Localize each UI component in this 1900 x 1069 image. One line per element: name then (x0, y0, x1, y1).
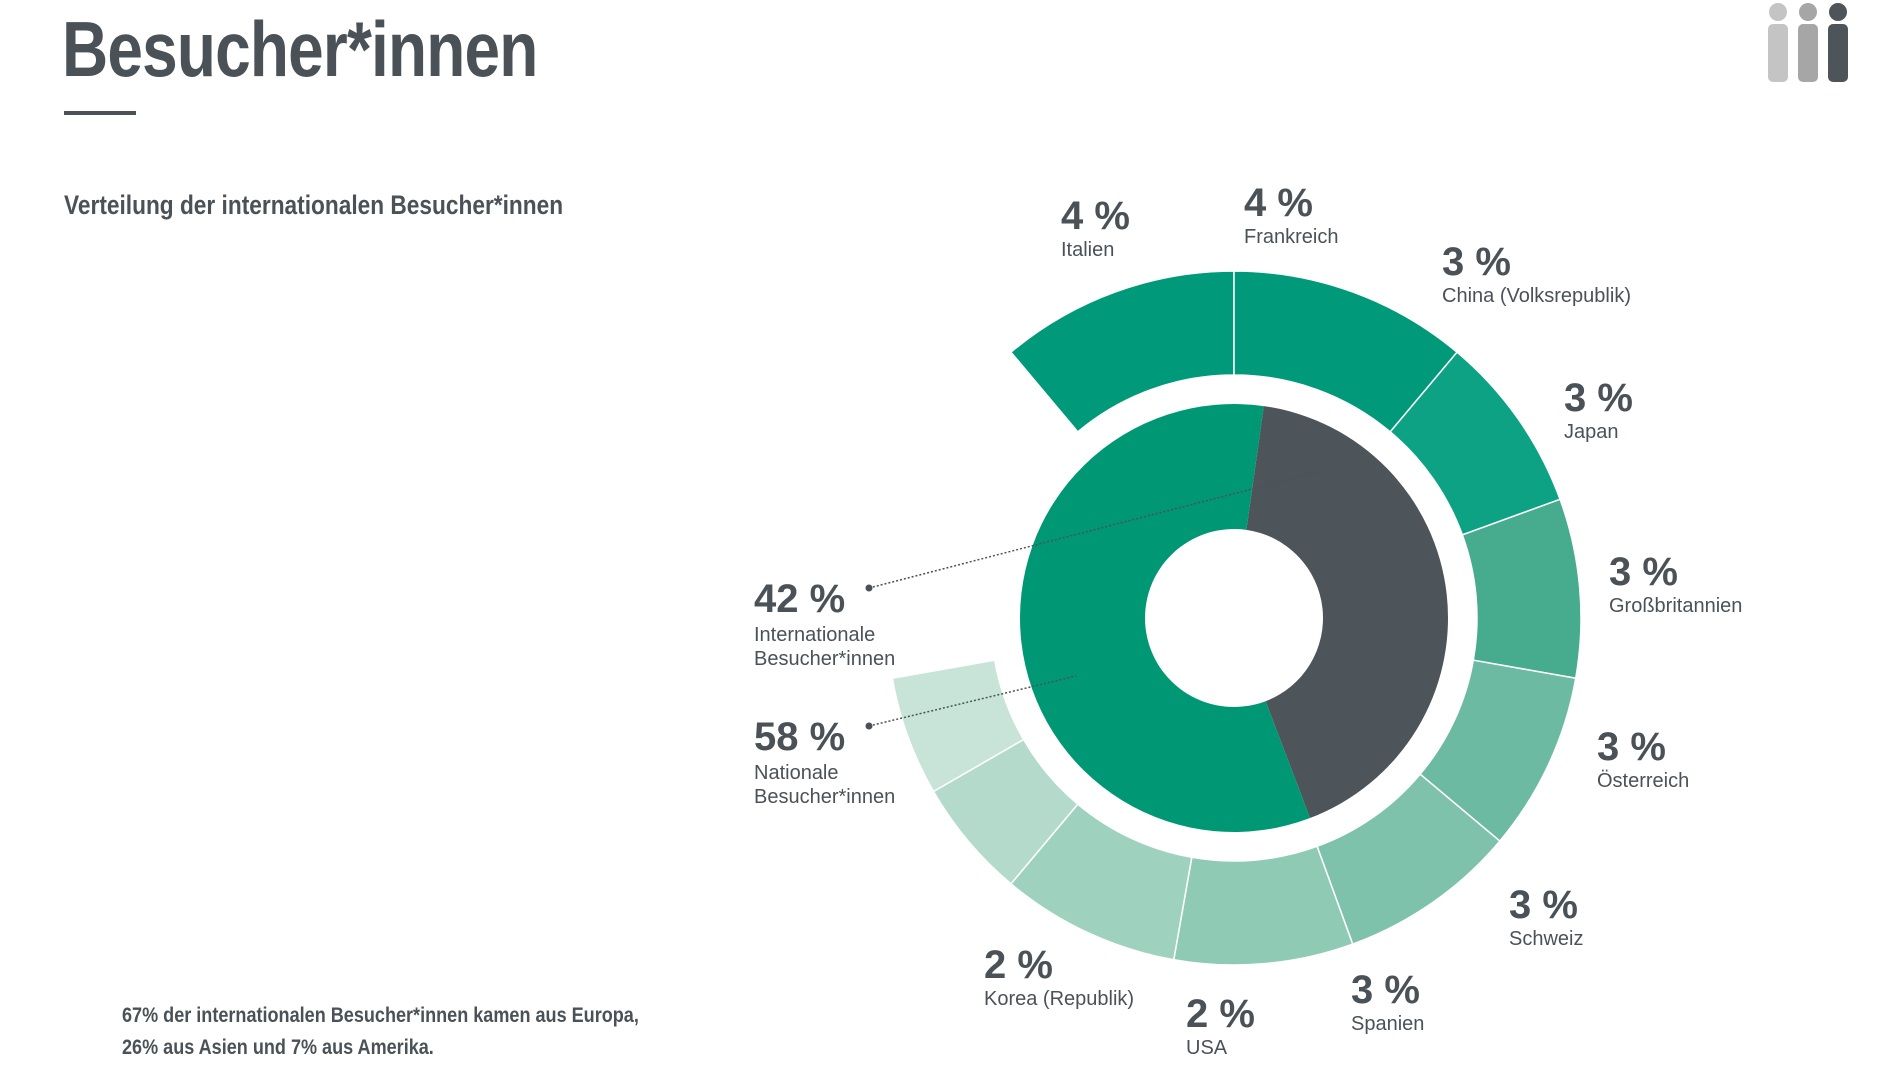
label-value-korea-republik: 2 % (984, 943, 1053, 987)
label-value-schweiz: 3 % (1509, 883, 1578, 927)
label-name-frankreich: Frankreich (1244, 226, 1338, 248)
label-name-japan: Japan (1564, 421, 1619, 443)
label-value-osterreich: 3 % (1597, 725, 1666, 769)
inner-ring (1019, 403, 1448, 833)
label-value-frankreich: 4 % (1244, 181, 1313, 225)
person-dark (1828, 3, 1848, 82)
people-icon (1768, 3, 1848, 82)
title-underline (64, 111, 136, 115)
label-name-italien: Italien (1061, 239, 1114, 261)
footnote: 67% der internationalen Besucher*innen k… (122, 1000, 639, 1064)
label-name-spanien: Spanien (1351, 1013, 1424, 1035)
label-value-italien: 4 % (1061, 194, 1130, 238)
inner-label-value-1: 58 % (754, 715, 845, 759)
person-light (1768, 3, 1788, 82)
footnote-line-1: 67% der internationalen Besucher*innen k… (122, 1004, 639, 1027)
inner-label-name-1-1: Besucher*innen (754, 786, 895, 808)
page-title: Besucher*innen (62, 5, 538, 93)
label-name-schweiz: Schweiz (1509, 928, 1583, 950)
label-value-grossbritannien: 3 % (1609, 550, 1678, 594)
outer-ring (891, 270, 1582, 966)
label-value-spanien: 3 % (1351, 968, 1420, 1012)
label-name-grossbritannien: Großbritannien (1609, 595, 1742, 617)
leader-lines (865, 467, 1334, 730)
label-name-china-volksrepublik: China (Volksrepublik) (1442, 285, 1631, 307)
inner-label-name-0-0: Internationale (754, 624, 875, 646)
person-mid (1798, 3, 1818, 82)
inner-label-value-0: 42 % (754, 577, 845, 621)
label-name-usa: USA (1186, 1037, 1228, 1059)
footnote-line-2: 26% aus Asien und 7% aus Amerika. (122, 1036, 434, 1059)
inner-label-name-0-1: Besucher*innen (754, 648, 895, 670)
label-value-china-volksrepublik: 3 % (1442, 240, 1511, 284)
label-value-japan: 3 % (1564, 376, 1633, 420)
label-name-osterreich: Österreich (1597, 770, 1689, 792)
label-name-korea-republik: Korea (Republik) (984, 988, 1134, 1010)
outer-slice-korea-republik (891, 659, 1025, 793)
inner-slice-nationale-besucher-innen (1019, 403, 1310, 833)
inner-slice-internationale-besucher-innen (1246, 406, 1448, 819)
leader-line-1 (868, 675, 1077, 727)
inner-label-name-1-0: Nationale (754, 762, 839, 784)
label-value-usa: 2 % (1186, 992, 1255, 1036)
chart-title: Verteilung der internationalen Besucher*… (64, 190, 564, 220)
